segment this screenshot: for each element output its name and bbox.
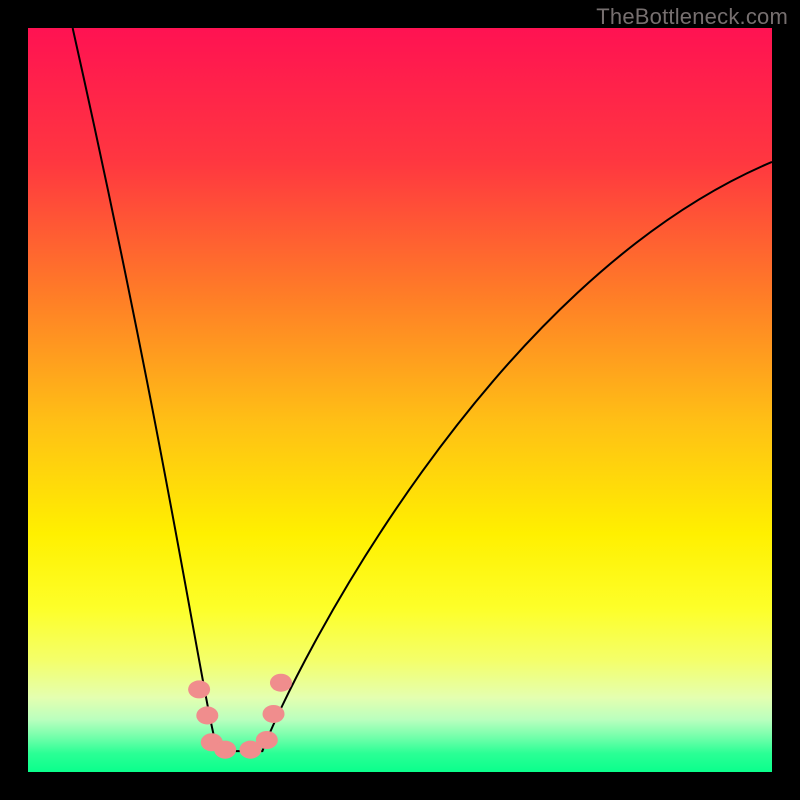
data-marker — [270, 674, 292, 692]
data-marker — [256, 731, 278, 749]
data-marker — [214, 741, 236, 759]
plot-area — [28, 28, 772, 772]
data-marker — [263, 705, 285, 723]
data-marker — [196, 706, 218, 724]
chart-svg — [28, 28, 772, 772]
outer-frame: TheBottleneck.com — [0, 0, 800, 800]
data-marker — [188, 680, 210, 698]
chart-background — [28, 28, 772, 772]
watermark-text: TheBottleneck.com — [596, 4, 788, 30]
